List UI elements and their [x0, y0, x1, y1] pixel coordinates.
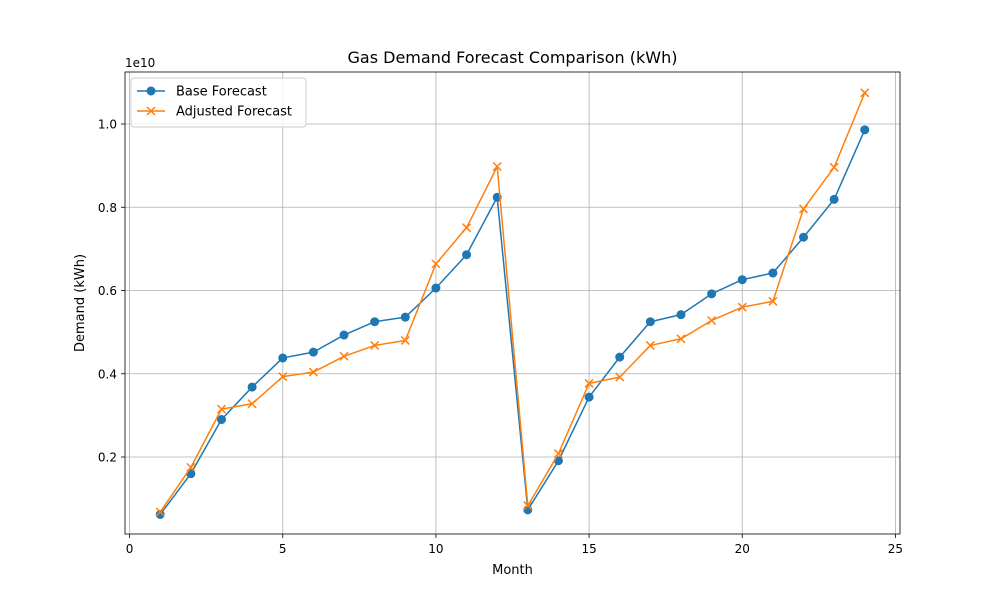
data-point — [645, 317, 655, 327]
data-point — [278, 372, 288, 382]
data-point — [768, 268, 778, 278]
data-point — [860, 125, 870, 135]
data-point — [860, 88, 870, 98]
data-point — [278, 353, 288, 363]
x-tick-label: 20 — [735, 542, 750, 556]
legend-item: Base Forecast — [137, 85, 267, 100]
legend-marker — [146, 106, 156, 116]
data-point — [370, 340, 380, 350]
data-point — [462, 250, 472, 260]
series-line — [159, 92, 866, 513]
data-point — [523, 501, 533, 511]
data-point — [737, 302, 747, 312]
data-point — [400, 312, 410, 322]
y-offset-label: 1e10 — [125, 56, 155, 70]
legend: Base Forecast Adjusted Forecast — [130, 77, 307, 128]
data-point — [339, 330, 349, 340]
data-point — [615, 372, 625, 382]
y-tick-label: 0.4 — [98, 367, 117, 381]
data-point — [155, 507, 165, 517]
data-point — [523, 505, 533, 515]
plot-frame — [124, 71, 901, 535]
data-point — [431, 283, 441, 293]
x-tick-label: 5 — [279, 542, 287, 556]
data-point — [553, 449, 563, 459]
data-point — [799, 232, 809, 242]
data-point — [737, 275, 747, 285]
data-point — [829, 162, 839, 172]
series-base-forecast — [155, 125, 870, 519]
x-tick-label: 25 — [888, 542, 903, 556]
data-point — [247, 382, 257, 392]
y-tick-label: 1.0 — [98, 118, 117, 132]
data-point — [829, 194, 839, 204]
x-axis-label: Month — [492, 563, 533, 578]
series-line — [159, 129, 866, 515]
axis-ticks: 0 5 10 15 20 25 0.2 0.4 0.6 0.8 1.0 — [98, 118, 903, 556]
y-tick-label: 0.8 — [98, 201, 117, 215]
data-point — [186, 462, 196, 472]
x-tick-label: 0 — [126, 542, 134, 556]
legend-marker — [146, 86, 156, 96]
data-point — [339, 351, 349, 361]
data-point — [707, 315, 717, 326]
y-axis-label: Demand (kWh) — [73, 254, 88, 352]
series-group — [155, 88, 870, 519]
data-point — [216, 404, 227, 414]
x-tick-label: 15 — [581, 542, 596, 556]
data-point — [707, 289, 717, 299]
data-point — [492, 161, 502, 172]
data-point — [431, 259, 441, 269]
chart-title: Gas Demand Forecast Comparison (kWh) — [348, 48, 678, 67]
data-point — [584, 392, 594, 402]
legend-box — [130, 77, 307, 128]
legend-item: Adjusted Forecast — [137, 105, 292, 120]
legend-label: Base Forecast — [176, 85, 267, 100]
data-point — [247, 399, 257, 409]
data-point — [155, 509, 165, 519]
data-point — [615, 352, 625, 362]
y-tick-label: 0.6 — [98, 284, 117, 298]
x-tick-label: 10 — [428, 542, 443, 556]
data-point — [676, 310, 686, 320]
grid — [125, 72, 900, 534]
data-point — [308, 367, 318, 377]
data-point — [645, 340, 655, 350]
data-point — [798, 204, 809, 214]
data-point — [400, 335, 410, 345]
data-point — [308, 347, 318, 357]
data-point — [462, 223, 472, 233]
data-point — [768, 296, 778, 306]
data-point — [584, 378, 594, 388]
data-point — [676, 334, 686, 344]
y-tick-label: 0.2 — [98, 451, 117, 465]
legend-label: Adjusted Forecast — [176, 105, 292, 120]
data-point — [370, 317, 380, 327]
series-adjusted-forecast — [155, 88, 870, 517]
data-point — [216, 415, 226, 425]
